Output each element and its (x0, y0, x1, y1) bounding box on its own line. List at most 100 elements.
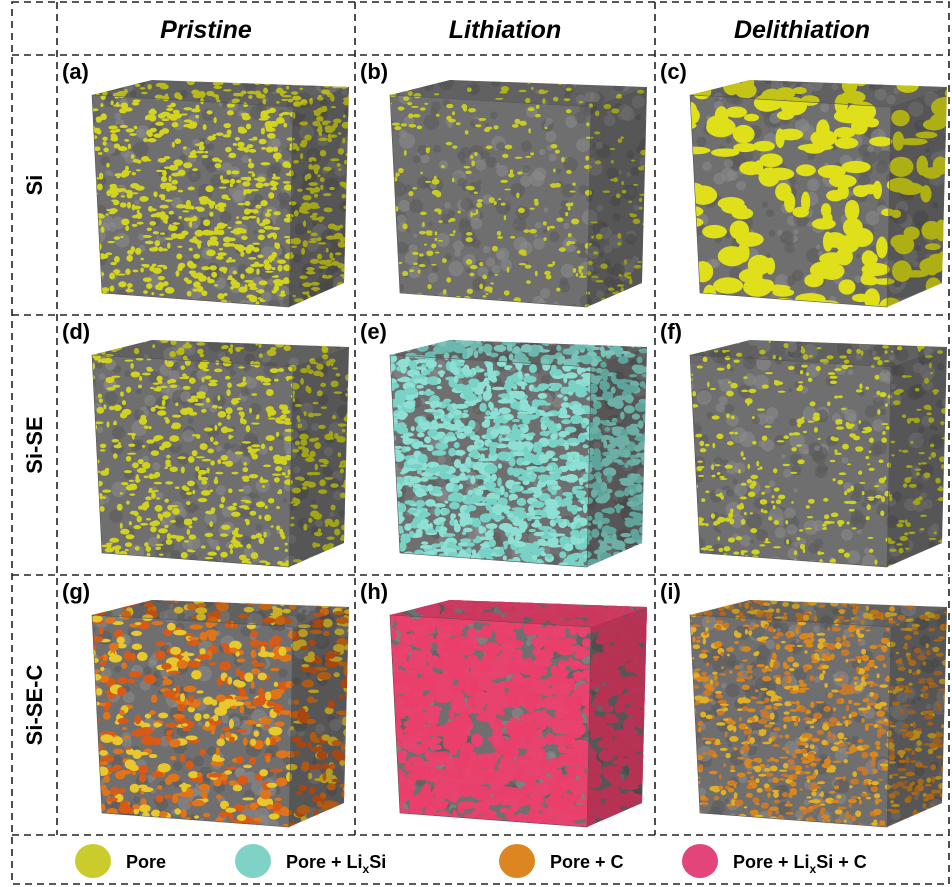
texture (807, 178, 819, 190)
pore (518, 424, 526, 428)
pore (228, 488, 233, 493)
pore (259, 118, 269, 121)
pore (439, 371, 444, 375)
pore (491, 428, 499, 437)
pore (207, 552, 217, 556)
pore (572, 182, 575, 185)
pore (127, 283, 133, 288)
pore (424, 436, 431, 443)
pore (456, 362, 464, 367)
texture (623, 552, 630, 559)
texture (541, 375, 550, 384)
pore (459, 557, 465, 564)
pore (98, 83, 103, 89)
pore (228, 227, 232, 229)
pore (162, 511, 171, 517)
pore (558, 414, 571, 418)
pore (509, 494, 518, 500)
texture (506, 304, 514, 312)
pore (111, 133, 117, 138)
pore (323, 567, 331, 570)
pore (479, 262, 483, 266)
pore (405, 566, 414, 573)
pore (417, 307, 422, 312)
pore (383, 302, 389, 308)
pore (231, 170, 239, 174)
texture (428, 273, 438, 283)
texture (780, 231, 794, 245)
pore (567, 241, 572, 244)
pore (454, 376, 459, 383)
texture (383, 87, 391, 95)
pore (278, 261, 286, 264)
pore (275, 417, 281, 423)
pore (405, 356, 410, 365)
pore (449, 361, 457, 371)
pore (468, 108, 476, 112)
pore (533, 333, 543, 339)
texture (428, 222, 432, 226)
pore (394, 126, 401, 130)
pore (118, 442, 121, 445)
pore (835, 137, 859, 149)
texture (459, 218, 470, 229)
pore (381, 549, 393, 552)
pore (548, 334, 556, 344)
texture (140, 338, 145, 343)
pore (423, 339, 435, 342)
pore (550, 369, 555, 376)
pore (406, 563, 410, 571)
texture (533, 167, 546, 180)
pore (420, 212, 427, 216)
pore (481, 513, 491, 522)
pore (382, 486, 392, 490)
pore (102, 342, 110, 348)
pore (328, 552, 332, 556)
pore (452, 111, 455, 115)
pore (96, 120, 101, 123)
pore (162, 395, 168, 399)
texture (99, 567, 107, 575)
pore (463, 528, 473, 533)
pore (283, 336, 292, 342)
pore (485, 410, 490, 415)
pore (113, 423, 117, 425)
pore (455, 431, 460, 435)
pore (703, 285, 716, 306)
pore (177, 304, 187, 310)
pore (220, 175, 223, 180)
pore (648, 534, 654, 539)
pore (869, 137, 892, 147)
pore (577, 82, 580, 84)
pore (229, 307, 238, 311)
pore (508, 570, 513, 574)
pore (470, 560, 479, 566)
pore (651, 311, 654, 313)
pore (647, 538, 652, 547)
pore (487, 476, 492, 479)
pore (446, 483, 454, 492)
texture (570, 334, 577, 341)
pore (531, 510, 536, 516)
texture (220, 212, 232, 224)
pore (117, 504, 123, 511)
pore (141, 264, 148, 266)
pore (223, 123, 231, 128)
pore (474, 491, 483, 494)
pore (431, 543, 441, 547)
pore (244, 280, 253, 283)
pore (893, 74, 902, 82)
texture (746, 513, 762, 529)
cube (383, 72, 662, 318)
pore (538, 565, 551, 569)
pore (112, 439, 119, 443)
pore (231, 472, 238, 475)
pore (388, 556, 399, 561)
pore (257, 254, 263, 258)
pore (214, 479, 219, 484)
pore (248, 216, 257, 219)
pore (512, 419, 520, 422)
pore (270, 368, 279, 373)
pore (648, 561, 652, 564)
pore (397, 410, 407, 420)
